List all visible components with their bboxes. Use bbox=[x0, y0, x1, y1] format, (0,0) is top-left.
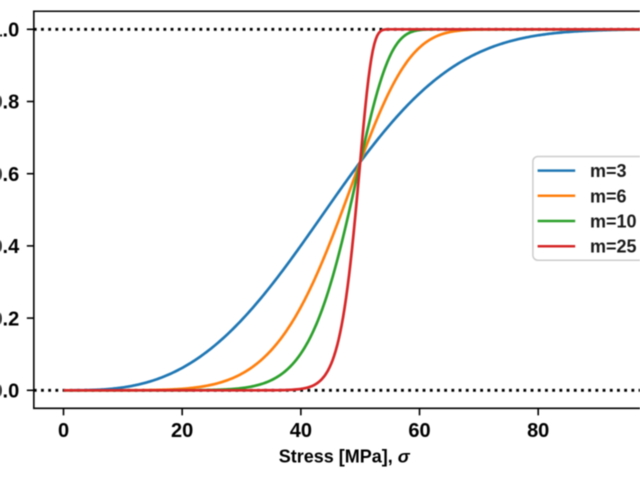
svg-text:Stress [MPa], σ: Stress [MPa], σ bbox=[279, 447, 411, 467]
svg-text:0.4: 0.4 bbox=[0, 236, 20, 258]
svg-text:20: 20 bbox=[171, 420, 193, 442]
svg-text:60: 60 bbox=[408, 420, 430, 442]
svg-text:m=10: m=10 bbox=[590, 212, 637, 232]
svg-text:1.0: 1.0 bbox=[0, 20, 19, 42]
svg-text:0.2: 0.2 bbox=[0, 308, 19, 330]
svg-text:0: 0 bbox=[58, 420, 69, 442]
svg-text:0.8: 0.8 bbox=[0, 92, 19, 114]
svg-text:80: 80 bbox=[527, 420, 549, 442]
svg-text:0.0: 0.0 bbox=[0, 381, 19, 403]
svg-text:m=25: m=25 bbox=[590, 237, 637, 257]
svg-text:40: 40 bbox=[290, 420, 312, 442]
svg-text:m=6: m=6 bbox=[590, 186, 627, 206]
svg-text:m=3: m=3 bbox=[590, 161, 627, 181]
svg-text:0.6: 0.6 bbox=[0, 164, 19, 186]
